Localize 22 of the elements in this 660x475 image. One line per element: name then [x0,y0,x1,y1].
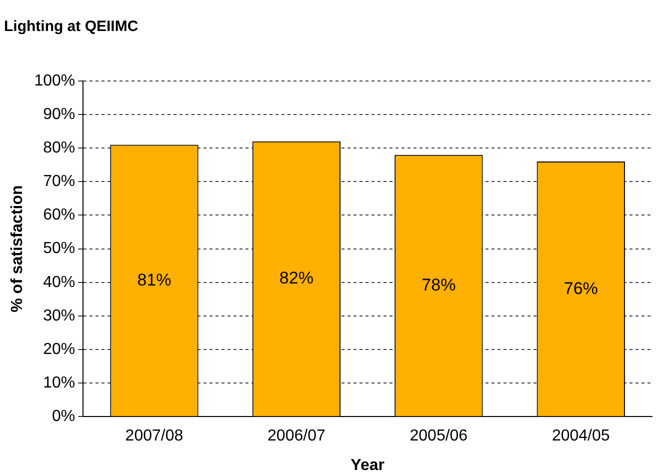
y-tick-label: 40% [43,274,76,291]
y-tick-label: 80% [43,140,76,157]
x-tick-label: 2004/05 [552,428,610,445]
x-axis-title: Year [350,456,384,474]
y-tick-label: 50% [43,240,76,258]
y-tick-label: 90% [43,106,76,123]
data-label: 81% [137,270,172,290]
data-label: 78% [422,275,456,294]
y-tick-label: 20% [43,340,76,358]
data-label: 76% [564,278,598,298]
y-tick-label: 30% [43,307,76,324]
y-tick-label: 10% [43,374,76,392]
x-tick-label: 2005/06 [410,428,468,445]
y-tick-label: 60% [43,206,76,224]
x-tick-label: 2007/08 [125,428,184,445]
y-tick-label: 0% [52,408,76,426]
chart-title: Lighting at QEIIMC [4,18,138,36]
y-tick-label: 100% [34,72,76,90]
data-label: 82% [279,268,314,288]
y-axis-title: % of satisfaction [9,185,26,312]
y-tick-label: 70% [43,173,76,190]
x-tick-label: 2006/07 [268,428,326,445]
